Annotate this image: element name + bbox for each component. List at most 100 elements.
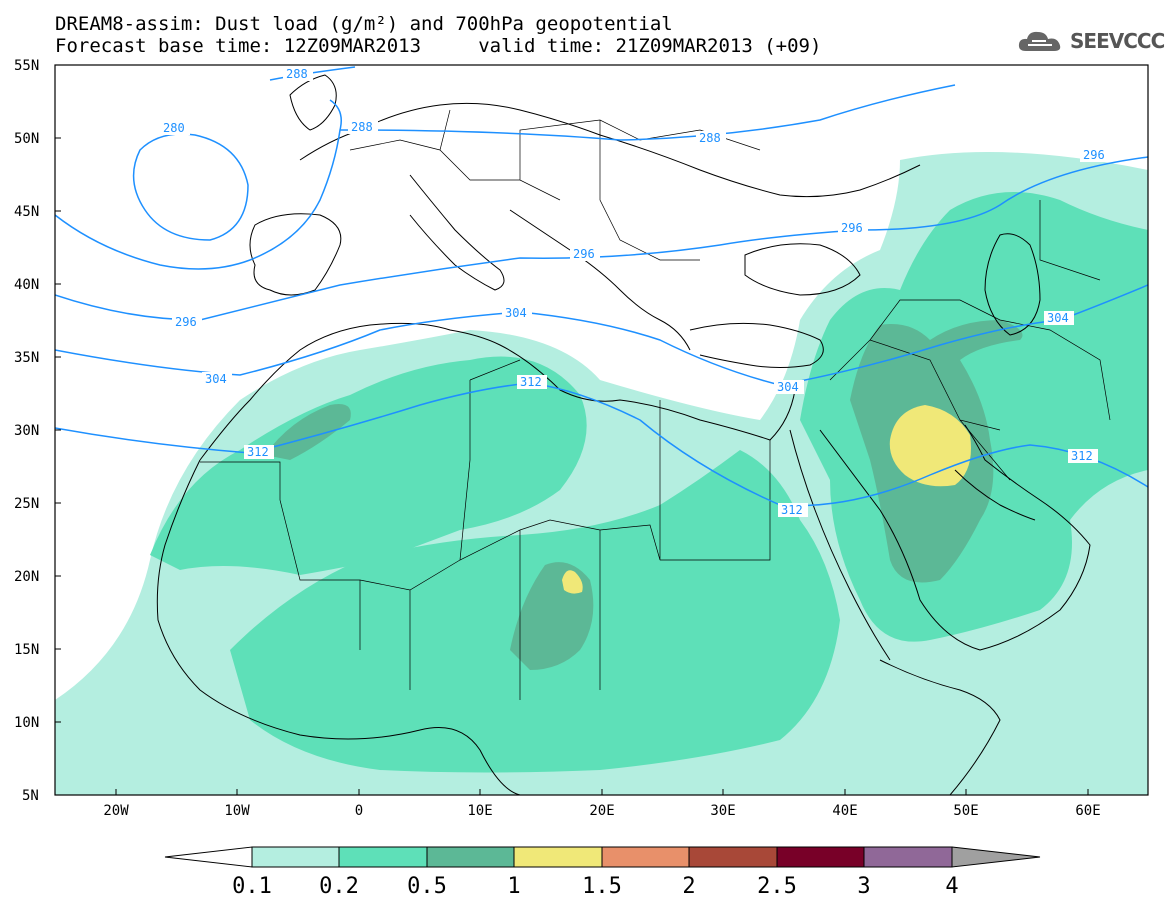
coastline-black-sea	[744, 243, 861, 296]
colorbar-segment	[863, 846, 953, 868]
lon-label: 40E	[832, 803, 857, 819]
lat-label: 30N	[14, 423, 39, 439]
lat-label: 25N	[14, 496, 39, 512]
lat-label: 35N	[14, 350, 39, 366]
lat-label: 55N	[14, 58, 39, 74]
coastline-arabia	[819, 424, 1091, 651]
coastline-turkey	[689, 322, 824, 368]
dust-fields	[55, 152, 1148, 795]
colorbar-segment	[601, 846, 690, 868]
coastlines-and-borders	[156, 74, 1111, 795]
contour-304	[55, 284, 1148, 386]
contour-label: 296	[570, 247, 600, 261]
colorbar-right-arrow	[951, 846, 1041, 868]
colorbar-label: 0.2	[319, 874, 359, 899]
colorbar-label: 4	[945, 874, 958, 899]
coastline-balkans	[509, 209, 691, 351]
contour-label: 312	[517, 375, 547, 389]
coastline-horn-africa	[879, 659, 1001, 795]
lon-label: 0	[355, 803, 363, 819]
contour-label: 288	[283, 67, 313, 81]
dust-region-0.2-west	[150, 356, 587, 575]
lat-label: 45N	[14, 204, 39, 220]
lat-label: 40N	[14, 277, 39, 293]
contour-label: 312	[778, 503, 808, 517]
colorbar-label: 1.5	[582, 874, 622, 899]
colorbar-segment	[688, 846, 778, 868]
lon-label: 10W	[224, 803, 250, 819]
coastline-west-africa	[156, 459, 521, 795]
borders-africa	[200, 359, 771, 700]
svg-text:312: 312	[781, 503, 803, 517]
contour-label: 296	[1080, 148, 1110, 162]
latitude-axis	[55, 64, 61, 723]
dust-region-0.5-atlas	[265, 404, 351, 460]
cloud-icon	[1018, 31, 1061, 51]
lat-label: 15N	[14, 642, 39, 658]
map-title-line1: DREAM8-assim: Dust load (g/m²) and 700hP…	[55, 13, 673, 35]
contour-label: 296	[838, 221, 868, 235]
svg-text:304: 304	[777, 380, 799, 394]
contour-296	[55, 156, 1148, 321]
colorbar-label: 0.1	[232, 874, 272, 899]
contour-labels: 280 288 288 288 296 296 296 296 304 304 …	[160, 67, 1110, 517]
svg-text:312: 312	[1071, 449, 1093, 463]
svg-text:288: 288	[699, 131, 721, 145]
longitude-axis	[115, 789, 1089, 795]
coastline-italy	[409, 174, 505, 291]
colorbar: 0.1 0.2 0.5 1 1.5 2 2.5 3 4	[164, 846, 1041, 899]
svg-text:304: 304	[1047, 311, 1069, 325]
coastline-red-sea	[789, 429, 891, 661]
svg-text:296: 296	[841, 221, 863, 235]
lon-label: 20E	[589, 803, 614, 819]
lon-label: 60E	[1075, 803, 1100, 819]
svg-text:312: 312	[520, 375, 542, 389]
coastline-persian-gulf	[954, 469, 1036, 521]
colorbar-segment	[338, 846, 428, 868]
contour-label: 296	[172, 315, 202, 329]
dust-region-1-chad	[562, 570, 583, 594]
longitude-labels: 20W 10W 0 10E 20E 30E 40E 50E 60E	[103, 803, 1100, 819]
contour-label: 288	[696, 131, 726, 145]
contour-label: 280	[160, 121, 190, 135]
seevccc-logo: SEEVCCC	[1016, 26, 1165, 56]
svg-text:296: 296	[175, 315, 197, 329]
lon-label: 20W	[103, 803, 129, 819]
colorbar-label: 2	[682, 874, 695, 899]
colorbar-label: 1	[507, 874, 520, 899]
colorbar-segment	[426, 846, 515, 868]
contour-label: 304	[202, 372, 232, 386]
svg-text:312: 312	[247, 445, 269, 459]
contour-label: 304	[502, 306, 532, 320]
logo-text: SEEVCCC	[1070, 29, 1165, 53]
contour-label: 304	[1044, 311, 1074, 325]
borders-asia	[829, 200, 1111, 481]
svg-text:296: 296	[573, 247, 595, 261]
colorbar-label: 0.5	[407, 874, 447, 899]
contour-label: 288	[348, 120, 378, 134]
coastline-iberia	[249, 213, 342, 296]
latitude-labels: 55N 50N 45N 40N 35N 30N 25N 20N 15N 10N …	[14, 58, 39, 804]
colorbar-segment	[776, 846, 865, 868]
lat-label: 20N	[14, 569, 39, 585]
colorbar-left-arrow	[164, 846, 253, 868]
svg-text:304: 304	[505, 306, 527, 320]
contour-label: 304	[774, 380, 804, 394]
lon-label: 30E	[710, 803, 735, 819]
colorbar-segment	[513, 846, 603, 868]
contour-label: 312	[1068, 449, 1098, 463]
svg-text:280: 280	[163, 121, 185, 135]
colorbar-label: 2.5	[757, 874, 797, 899]
borders-europe	[349, 109, 761, 261]
dust-region-1-iraq	[889, 405, 971, 487]
map-title-line2: Forecast base time: 12Z09MAR2013 valid t…	[55, 35, 822, 57]
colorbar-label: 3	[857, 874, 870, 899]
lon-label: 10E	[467, 803, 492, 819]
contour-288	[339, 84, 956, 141]
lat-label: 5N	[22, 788, 39, 804]
svg-text:304: 304	[205, 372, 227, 386]
colorbar-segment	[251, 846, 340, 868]
svg-text:288: 288	[286, 67, 308, 81]
contour-280	[132, 133, 249, 241]
